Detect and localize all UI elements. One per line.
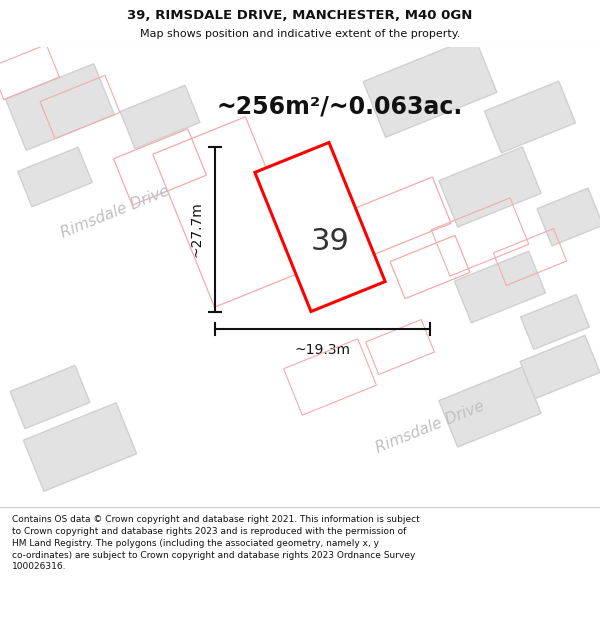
Polygon shape — [0, 157, 380, 432]
Polygon shape — [454, 251, 545, 323]
Text: ~27.7m: ~27.7m — [189, 202, 203, 258]
Polygon shape — [520, 336, 600, 399]
Polygon shape — [23, 402, 137, 491]
Text: ~256m²/~0.063ac.: ~256m²/~0.063ac. — [217, 95, 463, 119]
Polygon shape — [18, 148, 92, 207]
Polygon shape — [120, 86, 200, 149]
Polygon shape — [521, 294, 589, 349]
Text: ~19.3m: ~19.3m — [295, 343, 350, 357]
Polygon shape — [255, 142, 385, 311]
Polygon shape — [537, 188, 600, 246]
Polygon shape — [5, 64, 115, 150]
Text: Rimsdale Drive: Rimsdale Drive — [373, 398, 487, 456]
Polygon shape — [484, 81, 575, 153]
Polygon shape — [439, 147, 541, 227]
Text: 39: 39 — [311, 228, 349, 256]
Polygon shape — [363, 37, 497, 138]
Polygon shape — [10, 366, 90, 429]
Text: 39, RIMSDALE DRIVE, MANCHESTER, M40 0GN: 39, RIMSDALE DRIVE, MANCHESTER, M40 0GN — [127, 9, 473, 22]
Text: Rimsdale Drive: Rimsdale Drive — [58, 183, 172, 241]
Text: Map shows position and indicative extent of the property.: Map shows position and indicative extent… — [140, 29, 460, 39]
Text: Contains OS data © Crown copyright and database right 2021. This information is : Contains OS data © Crown copyright and d… — [12, 515, 420, 571]
Polygon shape — [120, 217, 600, 507]
Polygon shape — [439, 367, 541, 447]
